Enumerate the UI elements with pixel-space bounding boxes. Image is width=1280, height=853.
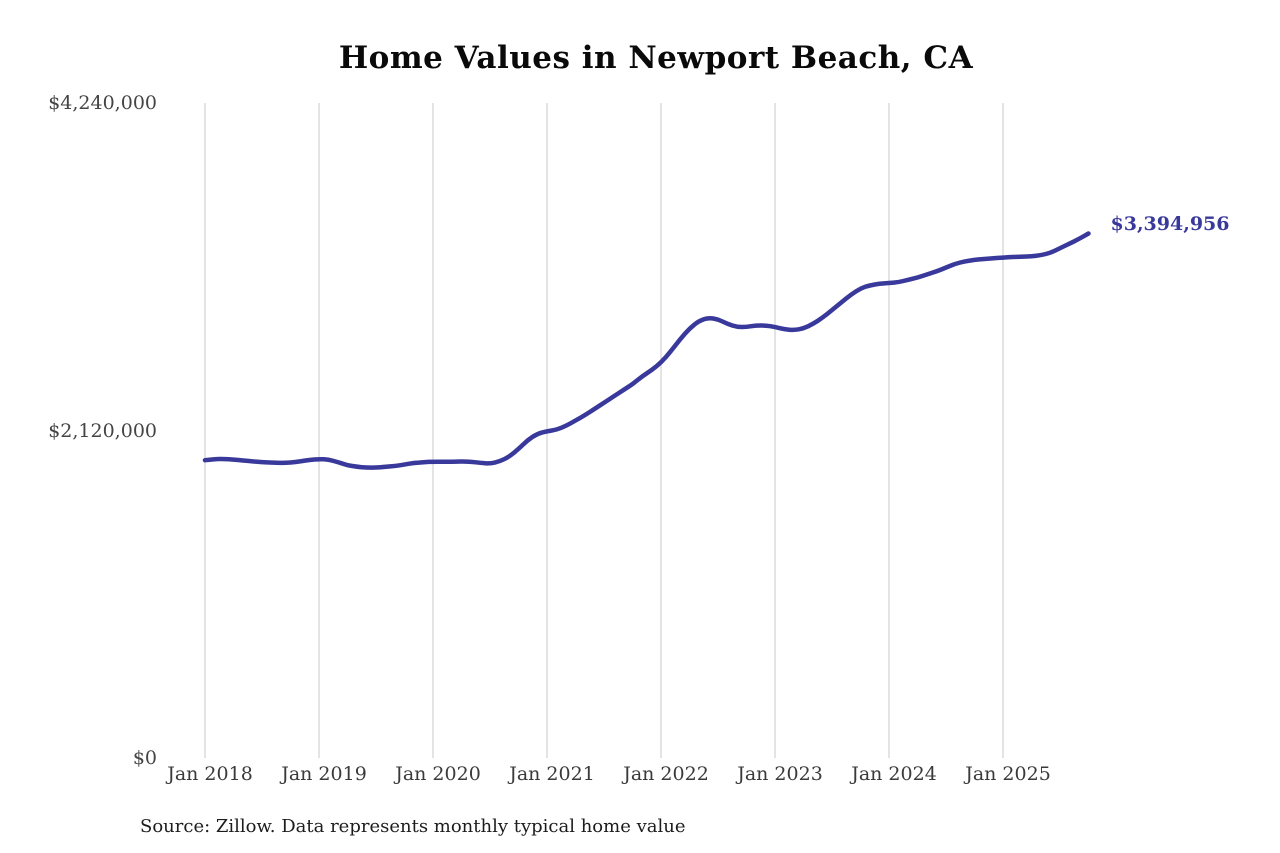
chart-title: Home Values in Newport Beach, CA bbox=[338, 40, 974, 76]
y-axis-tick-label: $4,240,000 bbox=[48, 92, 157, 114]
y-axis-tick-label: $0 bbox=[132, 747, 157, 769]
source-note: Source: Zillow. Data represents monthly … bbox=[140, 816, 686, 837]
x-axis-tick-label: Jan 2022 bbox=[623, 763, 709, 785]
x-axis-tick-label: Jan 2024 bbox=[851, 763, 937, 785]
x-axis-tick-label: Jan 2023 bbox=[737, 763, 823, 785]
y-axis-tick-label: $2,120,000 bbox=[48, 420, 157, 442]
x-axis-tick-label: Jan 2018 bbox=[167, 763, 253, 785]
x-axis-tick-label: Jan 2025 bbox=[965, 763, 1051, 785]
x-axis-tick-label: Jan 2020 bbox=[395, 763, 481, 785]
x-axis-tick-label: Jan 2019 bbox=[281, 763, 367, 785]
x-axis-tick-label: Jan 2021 bbox=[509, 763, 595, 785]
value-line bbox=[202, 231, 1091, 470]
end-value-label: $3,394,956 bbox=[1110, 212, 1230, 235]
